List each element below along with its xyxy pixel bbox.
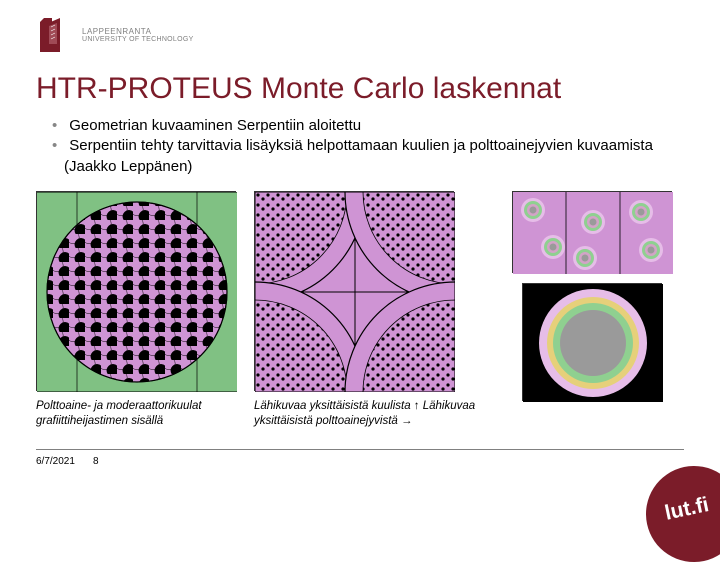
page-title: HTR-PROTEUS Monte Carlo laskennat (36, 72, 684, 106)
diagram-pebble-bed (36, 191, 236, 391)
slide-content: LAPPEENRANTA UNIVERSITY OF TECHNOLOGY HT… (0, 0, 720, 540)
footer-date: 6/7/2021 (36, 456, 75, 467)
figure-1-caption: Polttoaine- ja moderaattorikuulat grafii… (36, 399, 236, 429)
footer-divider (36, 449, 684, 450)
logo-block: LAPPEENRANTA UNIVERSITY OF TECHNOLOGY (36, 14, 684, 56)
slide-footer: 6/7/2021 8 (36, 456, 684, 467)
logo-line2: UNIVERSITY OF TECHNOLOGY (82, 36, 194, 43)
footer-page: 8 (93, 456, 99, 467)
diagram-triso-single (522, 283, 662, 401)
figure-2: Lähikuvaa yksittäisistä kuulista ↑ Lähik… (254, 191, 494, 429)
logo-text: LAPPEENRANTA UNIVERSITY OF TECHNOLOGY (82, 27, 194, 43)
bullet-item: Serpentiin tehty tarvittavia lisäyksiä h… (60, 136, 684, 177)
logo-line1: LAPPEENRANTA (82, 27, 194, 36)
diagram-closeup-balls (254, 191, 454, 391)
bullet-item: Geometrian kuvaaminen Serpentiin aloitet… (60, 116, 684, 136)
lut-logo-icon (36, 14, 74, 56)
figure-2-caption: Lähikuvaa yksittäisistä kuulista ↑ Lähik… (254, 399, 494, 429)
badge-text: lut.fi (663, 493, 711, 526)
figure-1: Polttoaine- ja moderaattorikuulat grafii… (36, 191, 236, 429)
bullet-list: Geometrian kuvaaminen Serpentiin aloitet… (36, 116, 684, 177)
figures-row: Polttoaine- ja moderaattorikuulat grafii… (36, 191, 684, 429)
figure-3 (512, 191, 672, 401)
diagram-triso-top (512, 191, 672, 273)
